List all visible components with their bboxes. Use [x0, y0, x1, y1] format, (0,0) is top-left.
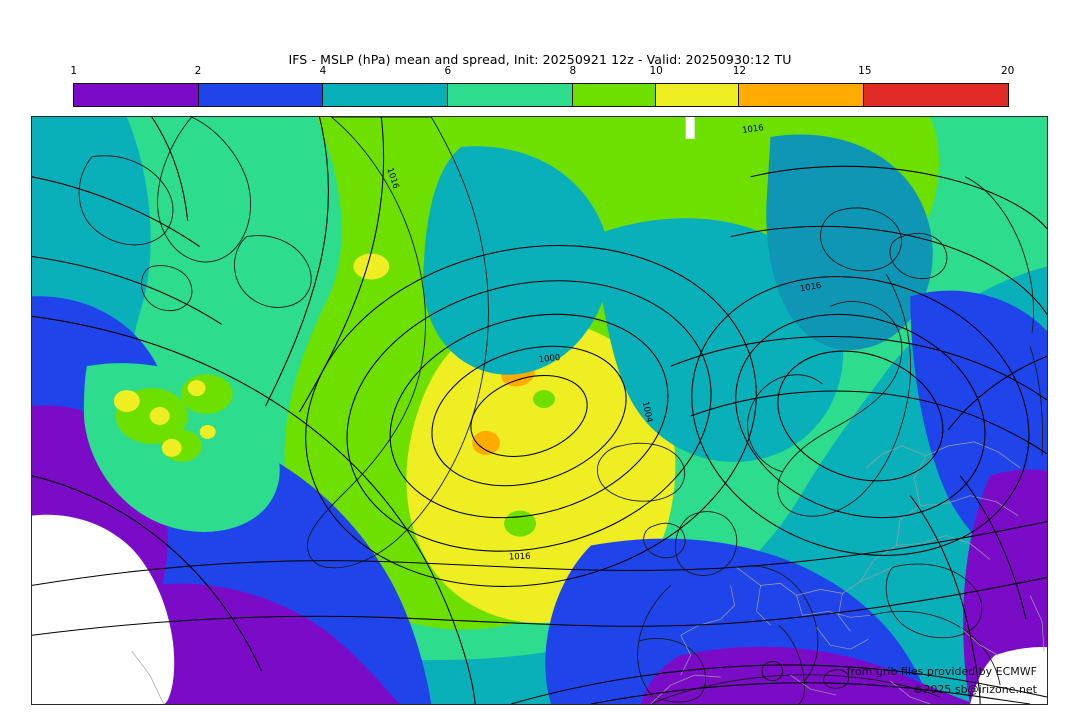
contour-label: 1016: [799, 280, 822, 294]
forecast-map[interactable]: 1000 1016 1016 1016 1004 1016 from grib …: [31, 116, 1048, 705]
map-canvas: 1000 1016 1016 1016 1004 1016: [32, 117, 1047, 704]
country-borders: [131, 441, 1045, 704]
contour-label: 1000: [538, 352, 561, 364]
spread-blob-green-in-yellow-2: [504, 510, 537, 537]
colorbar-tick-10: 10: [649, 65, 663, 77]
attribution-source: from grib files provided by ECMWF: [846, 665, 1037, 678]
colorbar-segment-orange: [739, 84, 865, 106]
colorbar-segment-blue: [198, 84, 324, 106]
spread-tongue-teal-greenland: [423, 146, 610, 375]
spread-filled-contours: [32, 117, 1047, 704]
spread-notch-top: [685, 117, 695, 139]
colorbar-tick-15: 15: [858, 65, 872, 77]
spread-patch-teal-ne: [766, 134, 933, 350]
colorbar-segment-purple: [74, 84, 199, 106]
contour-label: 1004: [641, 400, 655, 423]
colorbar-segment-teal: [323, 84, 449, 106]
colorbar-segment-red: [864, 84, 1008, 106]
contour-label: 1016: [741, 122, 764, 135]
colorbar-segment-green: [572, 84, 656, 106]
mslp-contours: [32, 117, 1047, 704]
spread-band-1-2-e: [963, 469, 1047, 704]
spread-below-scale-africa-e: [970, 647, 1047, 704]
colorbar-segment-green-teal: [448, 84, 573, 106]
spread-blob-green-in-yellow: [533, 390, 555, 409]
colorbar-tick-20: 20: [1000, 65, 1015, 77]
spread-core-orange-2: [472, 430, 501, 455]
spread-below-scale-sahara: [32, 514, 175, 704]
colorbar-tick-6: 6: [444, 65, 452, 77]
spread-band-1-2-se: [640, 646, 981, 704]
spread-blob-yellow-nw: [353, 253, 390, 280]
colorbar-tick-1: 1: [70, 65, 78, 77]
spread-speckles-nw: [83, 363, 286, 532]
colorbar-tick-2: 2: [194, 65, 202, 77]
spread-band-1-2-sw2: [151, 583, 402, 704]
page-title: IFS - MSLP (hPa) mean and spread, Init: …: [288, 52, 792, 67]
attribution-copyright: ©2025 sb@irizone.net: [912, 683, 1037, 696]
colorbar: 1 2 4 6 8 10 12 15 20: [70, 65, 1014, 107]
contour-label: 1016: [509, 551, 531, 562]
colorbar-gradient: [73, 83, 1009, 107]
colorbar-tick-12: 12: [732, 65, 747, 77]
colorbar-tick-labels: 1 2 4 6 8 10 12 15 20: [70, 65, 1014, 83]
colorbar-segment-yellow: [655, 84, 739, 106]
colorbar-tick-4: 4: [319, 65, 327, 77]
colorbar-tick-8: 8: [569, 65, 577, 77]
